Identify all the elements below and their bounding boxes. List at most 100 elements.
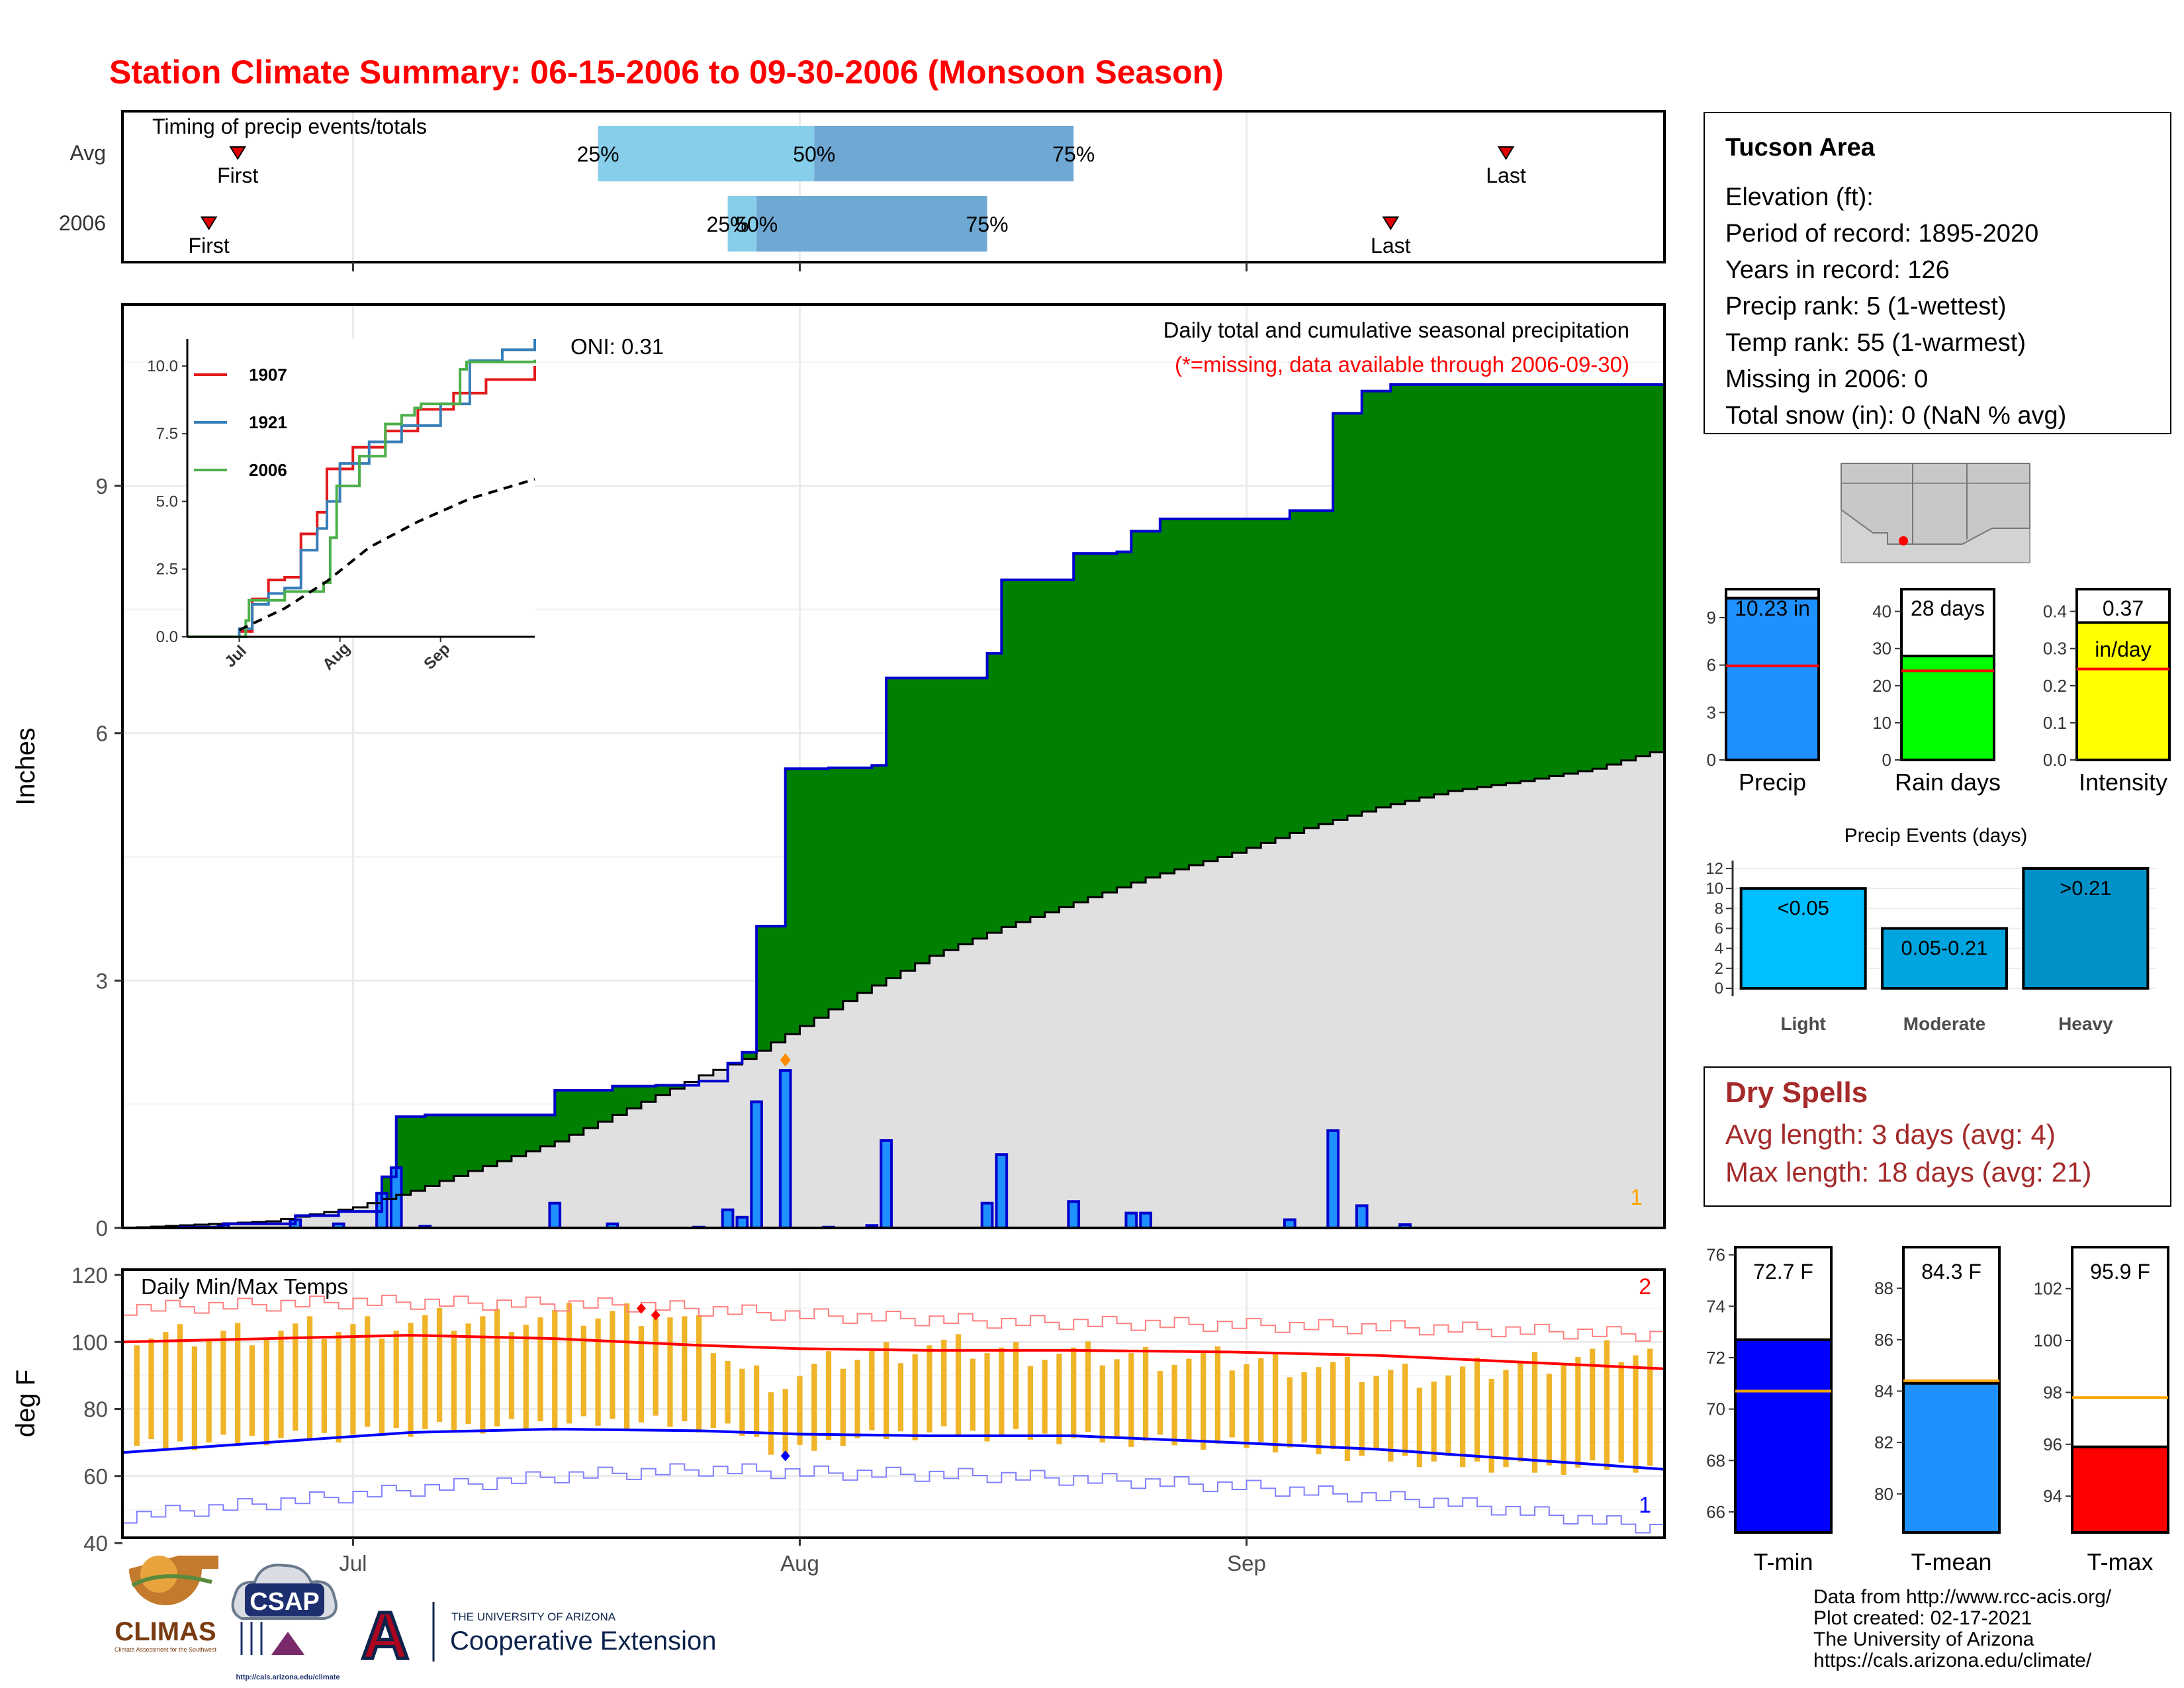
daily-temp-range-bar (365, 1316, 371, 1427)
daily-temp-range-bar (1244, 1364, 1250, 1448)
mini-bar-tick-label: 0.4 (2043, 602, 2067, 622)
inset-y-tick-label: 0.0 (156, 628, 178, 646)
csap-mountain (271, 1632, 304, 1655)
station-info-line: Total snow (in): 0 (NaN % avg) (1725, 402, 2066, 430)
events-y-tick-label: 10 (1706, 880, 1723, 898)
daily-temp-range-bar (1128, 1353, 1134, 1447)
precip-y-tick-label: 9 (96, 474, 108, 498)
temperature-chart: 40 60 80 100 120 Daily Min/Max Temps deg F 2… (11, 1263, 1666, 1575)
precip-y-tick-label: 0 (96, 1216, 108, 1241)
temp-bar-tick-label: 68 (1706, 1450, 1725, 1470)
inset-line-1921 (187, 339, 536, 638)
daily-temp-range-bar (1071, 1347, 1077, 1438)
daily-precip-bar (750, 1100, 763, 1229)
daily-temp-range-bar (1402, 1364, 1408, 1456)
daily-temp-range-bar (1531, 1352, 1538, 1473)
timing-panel-title: Timing of precip events/totals (152, 115, 427, 138)
daily-temp-range-bar (927, 1345, 933, 1432)
daily-temp-range-bar (494, 1309, 500, 1427)
temp-chart-title: Daily Min/Max Temps (141, 1274, 348, 1299)
temp-bar-t-max (2071, 1445, 2169, 1534)
temp-line-record-min (122, 1463, 1665, 1534)
temp-bar-tick-label: 80 (1874, 1484, 1893, 1504)
climas-logo-sun (140, 1556, 177, 1593)
mini-bar-tick-label: 0.2 (2043, 676, 2067, 696)
daily-temp-range-bar (1042, 1360, 1048, 1434)
daily-temp-range-bar (897, 1363, 904, 1432)
daily-temp-range-bar (436, 1307, 443, 1422)
temp-bar-tick-label: 98 (2043, 1382, 2062, 1402)
daily-temp-range-bar (1214, 1346, 1221, 1444)
daily-temp-range-bar (1056, 1353, 1062, 1444)
daily-temp-range-bar (739, 1368, 745, 1436)
precip-event-bar-label: 0.05-0.21 (1901, 937, 1988, 960)
daily-temp-range-bar (883, 1342, 889, 1440)
temp-y-tick-label: 120 (71, 1263, 108, 1288)
daily-temp-range-bar (869, 1350, 875, 1430)
temp-record-marker (780, 1450, 790, 1462)
daily-temp-range-bar (753, 1365, 760, 1437)
temp-corner-bottom: 1 (1639, 1493, 1651, 1518)
timing-pct-label: 25% (707, 212, 749, 236)
daily-temp-range-bar (393, 1331, 399, 1429)
daily-temp-range-bar (825, 1351, 832, 1440)
ua-big-text: Cooperative Extension (450, 1626, 716, 1656)
inset-legend-label: 1921 (249, 412, 287, 432)
temp-bar-tick-label: 86 (1874, 1330, 1893, 1350)
footer-credit-line: Plot created: 02-17-2021 (1813, 1607, 2032, 1629)
daily-temp-range-bar (1647, 1348, 1653, 1466)
temp-bar-tick-label: 84 (1874, 1381, 1893, 1401)
events-y-tick-label: 4 (1715, 940, 1723, 958)
daily-temp-range-bar (1503, 1370, 1509, 1468)
temp-bar-value: 72.7 F (1753, 1260, 1813, 1284)
timing-label-last: Last (1371, 234, 1411, 258)
daily-temp-range-bar (508, 1332, 515, 1419)
daily-temp-range-bar (465, 1323, 471, 1425)
temp-bar-tick-label: 96 (2043, 1434, 2062, 1454)
daily-temp-range-bar (293, 1323, 298, 1431)
inset-y-tick-label: 5.0 (156, 492, 178, 510)
temp-chart-frame (121, 1268, 1666, 1539)
events-y-tick-label: 12 (1706, 860, 1723, 878)
climas-logo: CLIMAS Climate Assessment for the Southw… (114, 1556, 218, 1653)
mini-bar-tick-label: 6 (1707, 655, 1716, 675)
daily-precip-bar (1139, 1211, 1152, 1229)
daily-temp-range-bar (854, 1360, 860, 1438)
daily-temp-range-bar (782, 1389, 788, 1456)
temp-bar-value: 84.3 F (1921, 1260, 1981, 1284)
timing-bar-lower-2006 (727, 196, 757, 252)
timing-pct-label: 75% (966, 212, 1009, 236)
precip-average-fill (122, 748, 1664, 1228)
daily-temp-range-bar (912, 1354, 918, 1440)
daily-temp-range-bar (1474, 1357, 1480, 1462)
daily-temp-range-bar (321, 1339, 327, 1433)
ua-block-a: A (361, 1599, 409, 1673)
info-box-frame (1704, 112, 2171, 434)
daily-temp-range-bar (1344, 1357, 1351, 1461)
temp-bar-label: T-mean (1911, 1548, 1991, 1575)
climas-logo-text: CLIMAS (114, 1617, 216, 1646)
temp-bar-tick-label: 70 (1706, 1399, 1725, 1419)
daily-temp-range-bar (653, 1318, 659, 1416)
station-info-line: Missing in 2006: 0 (1725, 365, 1928, 393)
daily-temp-range-bar (595, 1318, 601, 1426)
station-info-box: Tucson Area Elevation (ft): Period of rec… (1704, 112, 2171, 434)
station-info-line: Years in record: 126 (1725, 256, 1950, 284)
temp-record-marker (651, 1309, 660, 1321)
inset-y-tick-label: 2.5 (156, 561, 178, 579)
mini-bar-value: 0.37 (2103, 596, 2144, 620)
precip-event-bar-light (1739, 887, 1867, 990)
daily-temp-range-bar (350, 1324, 356, 1435)
footer: Data from http://www.rcc-acis.org/Plot c… (114, 1556, 2112, 1681)
daily-precip-bar (1326, 1129, 1340, 1229)
daily-temp-range-bar (1518, 1360, 1524, 1462)
daily-temp-range-bar (1633, 1355, 1639, 1473)
timing-label-first: First (189, 234, 230, 258)
climas-logo-wave (131, 1574, 212, 1587)
precip-y-tick-label: 3 (96, 968, 108, 993)
daily-temp-range-bar (191, 1346, 198, 1450)
daily-temp-range-bar (610, 1311, 615, 1419)
daily-temp-range-bar (379, 1338, 385, 1436)
daily-temp-range-bar (1027, 1366, 1034, 1440)
station-info-line: Elevation (ft): (1725, 183, 1874, 211)
